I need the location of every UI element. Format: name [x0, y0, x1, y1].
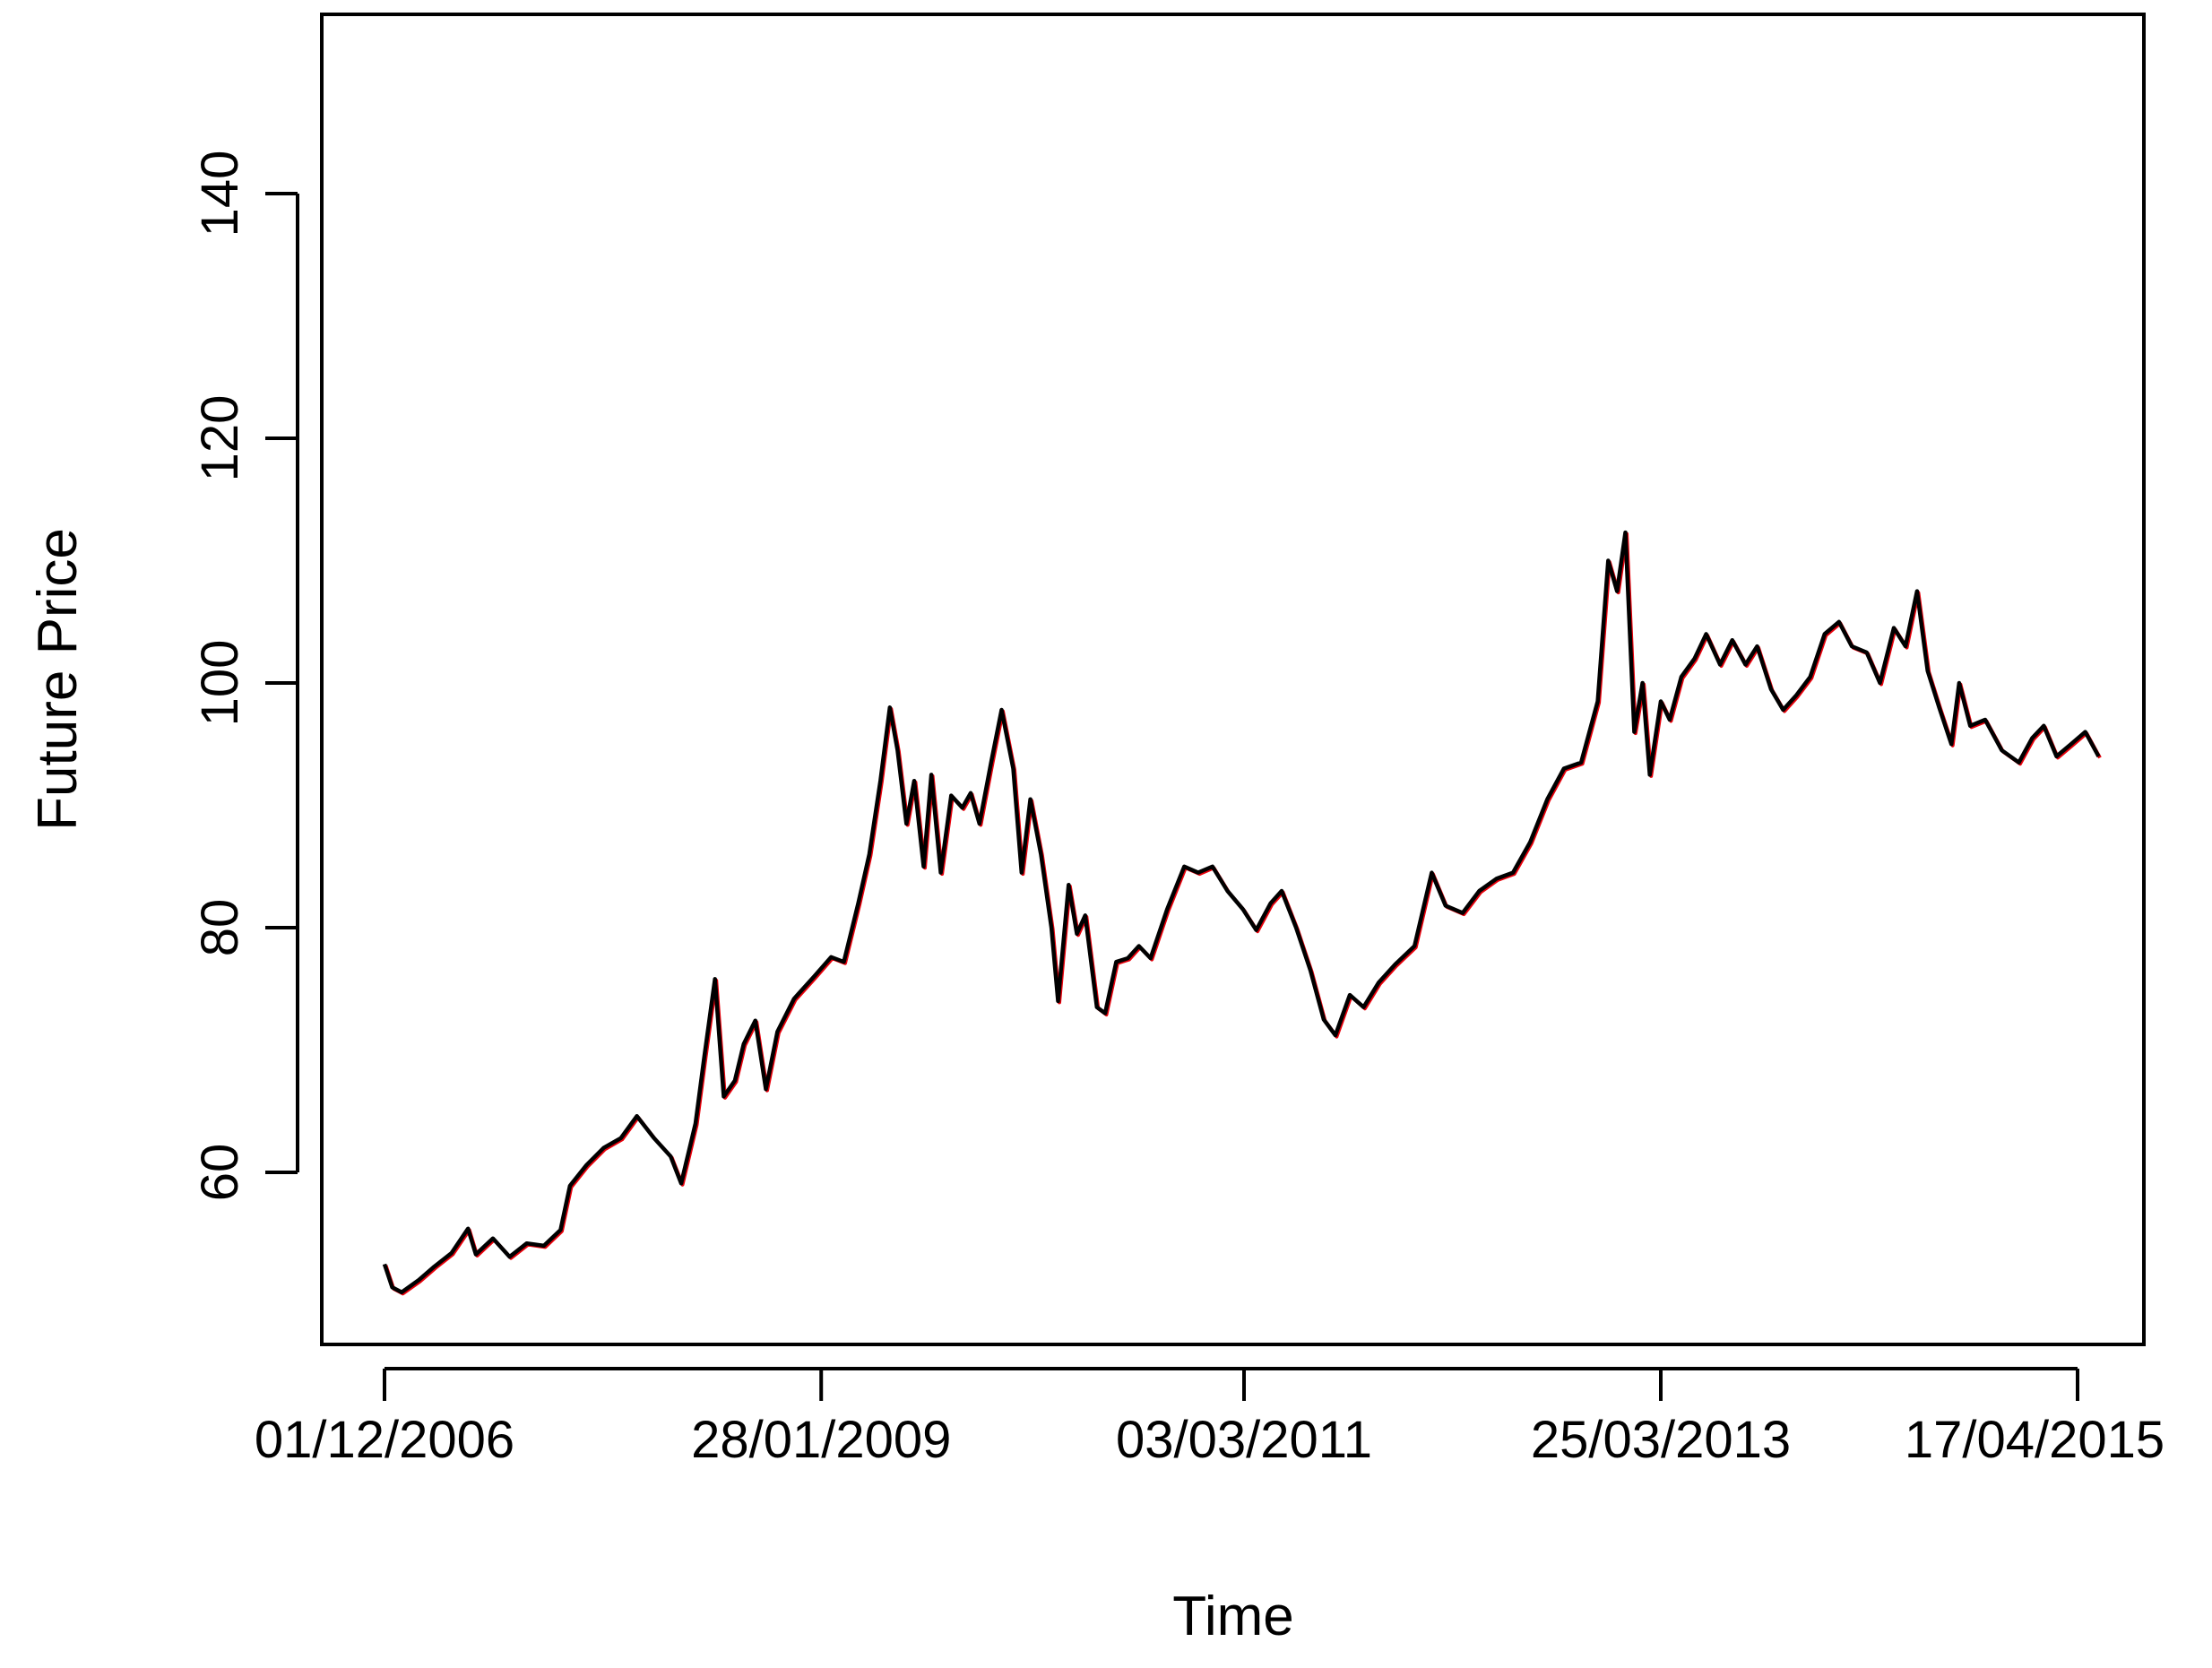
y-tick-label: 80	[191, 899, 249, 957]
x-tick-label: 03/03/2011	[1116, 1411, 1372, 1469]
x-tick-label: 25/03/2013	[1531, 1411, 1791, 1469]
x-axis-label: Time	[1172, 1586, 1293, 1647]
y-axis-label: Future Price	[27, 528, 89, 831]
y-tick-label: 120	[191, 395, 249, 482]
y-tick-label: 140	[191, 151, 249, 238]
price-series-line	[382, 530, 2101, 1295]
y-tick-label: 60	[191, 1144, 249, 1202]
series-layer	[382, 530, 2102, 1296]
plot-frame	[320, 13, 2146, 1346]
y-tick-label: 100	[191, 640, 249, 727]
x-tick-label: 01/12/2006	[255, 1411, 514, 1469]
x-tick-label: 17/04/2015	[1905, 1411, 2164, 1469]
x-tick-label: 28/01/2009	[691, 1411, 951, 1469]
y-axis: 60 80 100 120 140	[191, 151, 299, 1202]
x-axis: 01/12/2006 28/01/2009 03/03/2011 25/03/2013…	[255, 1367, 2164, 1469]
price-series-shadow-line	[384, 532, 2102, 1296]
